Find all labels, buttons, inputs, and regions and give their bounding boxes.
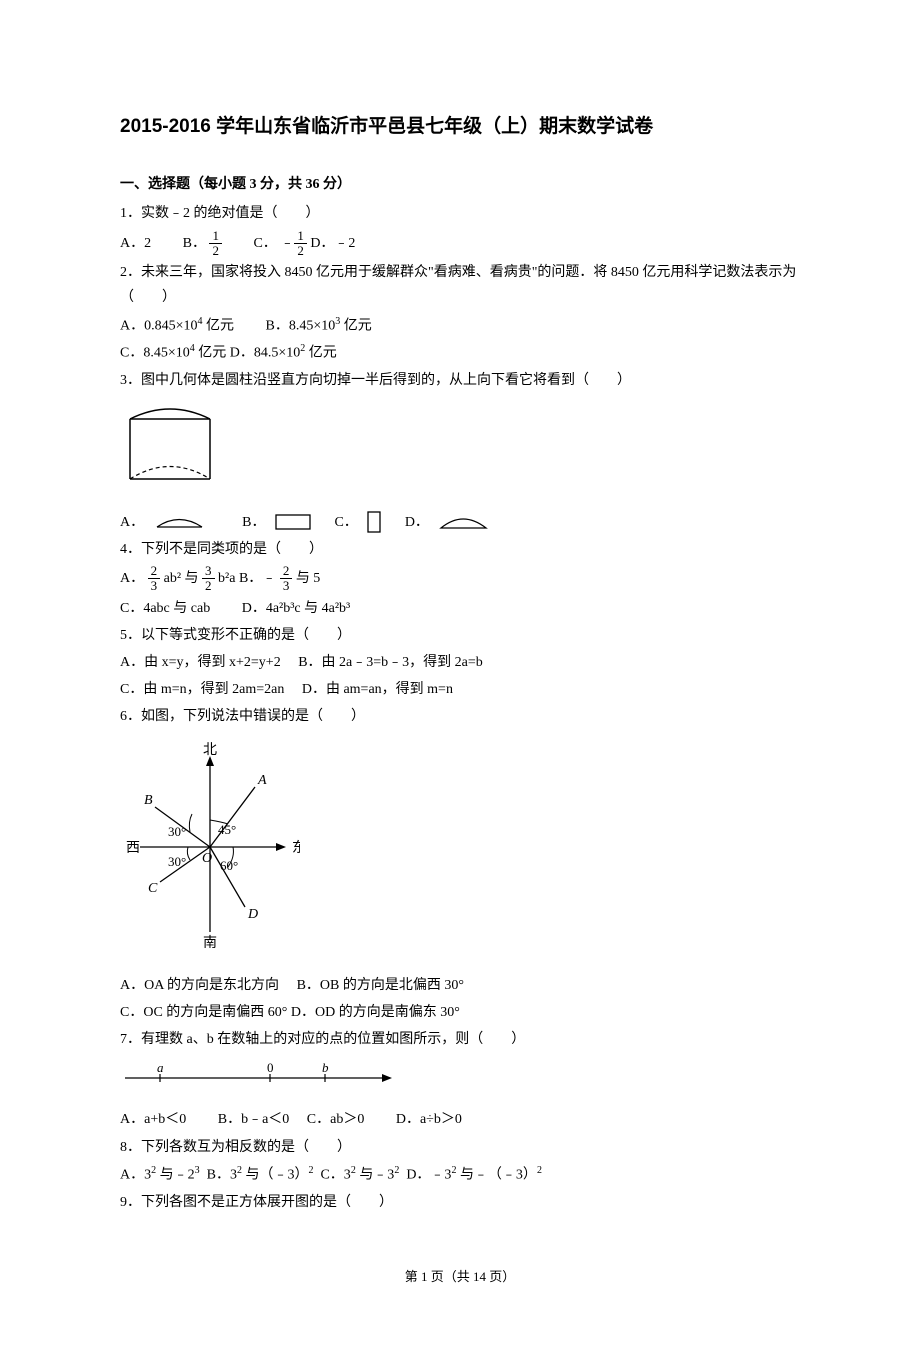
- q4-opt-a: A．: [120, 566, 144, 591]
- neg-sign: ﹣: [280, 231, 294, 256]
- question-6: 6．如图，下列说法中错误的是（ ）: [120, 704, 800, 729]
- q5-options-row2: C．由 m=n，得到 2am=2an D．由 am=an，得到 m=n: [120, 677, 800, 702]
- svg-text:30°: 30°: [168, 854, 186, 869]
- svg-text:O: O: [202, 851, 212, 866]
- q3-opt-d: D．: [405, 510, 429, 535]
- q5-opt-d: D．由 am=an，得到 m=n: [302, 677, 453, 702]
- q3-opt-a: A．: [120, 510, 144, 535]
- question-8: 8．下列各数互为相反数的是（ ）: [120, 1135, 800, 1160]
- svg-text:B: B: [144, 793, 153, 808]
- q3-options: A． B． C． D．: [120, 510, 800, 535]
- q2-options-row1: A．0.845×104 亿元 B．8.45×103 亿元: [120, 313, 800, 339]
- svg-text:A: A: [257, 773, 267, 788]
- semicircle-outline-icon: [152, 512, 207, 532]
- page-footer: 第 1 页（共 14 页）: [120, 1265, 800, 1288]
- svg-text:西: 西: [126, 841, 140, 856]
- svg-text:60°: 60°: [220, 858, 238, 873]
- question-2: 2．未来三年，国家将投入 8450 亿元用于缓解群众"看病难、看病贵"的问题．将…: [120, 260, 800, 310]
- question-9: 9．下列各图不是正方体展开图的是（ ）: [120, 1190, 800, 1215]
- q4-opt-a2: ab² 与: [164, 566, 199, 591]
- q6-opt-c: C．OC 的方向是南偏西 60°: [120, 1000, 287, 1025]
- svg-text:0: 0: [267, 1060, 274, 1075]
- q5-options-row1: A．由 x=y，得到 x+2=y+2 B．由 2a﹣3=b﹣3，得到 2a=b: [120, 650, 800, 675]
- q1-opt-d: D．﹣2: [310, 231, 355, 256]
- page-number: 第 1 页（共 14 页）: [405, 1269, 516, 1284]
- q4-opt-a3: b²a: [218, 566, 235, 591]
- fraction-icon: 23: [148, 564, 161, 594]
- q4-options-row2: C．4abc 与 cab D．4a²b³c 与 4a²b³: [120, 596, 800, 621]
- question-1: 1．实数﹣2 的绝对值是（ ）: [120, 201, 800, 226]
- fraction-icon: 12: [294, 229, 307, 259]
- q2-opt-a: A．0.845×104 亿元: [120, 313, 234, 339]
- q7-opt-a: A．a+b＜0: [120, 1107, 186, 1132]
- q1-options: A．2 B． 12 C． ﹣12 D．﹣2: [120, 229, 800, 259]
- q2-options-row2: C．8.45×104 亿元 D．84.5×102 亿元: [120, 340, 800, 366]
- q6-opt-d: D．OD 的方向是南偏东 30°: [291, 1000, 460, 1025]
- vertical-rectangle-icon: [365, 510, 383, 534]
- compass-diagram-icon: 北 南 东 西 A B C D O 30° 30° 45° 60°: [120, 742, 300, 952]
- svg-text:45°: 45°: [218, 822, 236, 837]
- section-heading: 一、选择题（每小题 3 分，共 36 分）: [120, 172, 800, 197]
- svg-text:南: 南: [203, 935, 217, 951]
- q4-opt-d: D．4a²b³c 与 4a²b³: [242, 596, 351, 621]
- svg-text:东: 东: [292, 840, 300, 856]
- q4-opt-c: C．4abc 与 cab: [120, 596, 210, 621]
- q4-opt-b: B．﹣: [239, 566, 276, 591]
- half-cylinder-icon: [120, 399, 220, 494]
- fraction-icon: 23: [280, 564, 293, 594]
- q3-figure: [120, 399, 800, 503]
- q7-opt-b: B．b﹣a＜0: [218, 1107, 290, 1132]
- q8-opt-d: D．﹣32 与﹣（﹣3）2: [406, 1162, 542, 1188]
- q8-opt-b: B．32 与（﹣3）2: [207, 1162, 314, 1188]
- svg-text:北: 北: [203, 742, 217, 758]
- q8-opt-c: C．32 与﹣32: [320, 1162, 399, 1188]
- svg-text:a: a: [157, 1060, 164, 1075]
- q3-opt-b: B．: [242, 510, 265, 535]
- q3-opt-c: C．: [334, 510, 357, 535]
- q6-options-row2: C．OC 的方向是南偏西 60° D．OD 的方向是南偏东 30°: [120, 1000, 800, 1025]
- svg-text:C: C: [148, 881, 158, 896]
- q1-opt-a: A．2: [120, 231, 151, 256]
- q1-opt-c: C．: [253, 231, 276, 256]
- q4-opt-b2: 与 5: [296, 566, 321, 591]
- question-5: 5．以下等式变形不正确的是（ ）: [120, 623, 800, 648]
- q7-options: A．a+b＜0 B．b﹣a＜0 C．ab＞0 D．a÷b＞0: [120, 1107, 800, 1132]
- svg-text:D: D: [247, 907, 258, 922]
- q5-opt-b: B．由 2a﹣3=b﹣3，得到 2a=b: [298, 650, 483, 675]
- svg-text:b: b: [322, 1060, 329, 1075]
- q2-opt-d: D．84.5×102 亿元: [230, 340, 337, 366]
- fraction-icon: 32: [202, 564, 215, 594]
- q6-opt-a: A．OA 的方向是东北方向: [120, 973, 279, 998]
- q4-options-row1: A． 23 ab² 与 32 b²a B．﹣ 23 与 5: [120, 564, 800, 594]
- number-line-icon: a 0 b: [120, 1060, 400, 1090]
- question-3: 3．图中几何体是圆柱沿竖直方向切掉一半后得到的，从上向下看它将看到（ ）: [120, 368, 800, 393]
- page-title: 2015-2016 学年山东省临沂市平邑县七年级（上）期末数学试卷: [120, 110, 800, 144]
- q7-opt-c: C．ab＞0: [307, 1107, 365, 1132]
- q2-opt-c: C．8.45×104 亿元: [120, 340, 226, 366]
- q8-opt-a: A．32 与﹣23: [120, 1162, 200, 1188]
- question-7: 7．有理数 a、b 在数轴上的对应的点的位置如图所示，则（ ）: [120, 1027, 800, 1052]
- rectangle-icon: [273, 512, 313, 532]
- q7-figure: a 0 b: [120, 1058, 800, 1101]
- q2-opt-b: B．8.45×103 亿元: [266, 313, 372, 339]
- q1-opt-b: B．: [183, 231, 206, 256]
- q6-figure: 北 南 东 西 A B C D O 30° 30° 45° 60°: [120, 736, 800, 967]
- q8-options: A．32 与﹣23 B．32 与（﹣3）2 C．32 与﹣32 D．﹣32 与﹣…: [120, 1162, 800, 1188]
- semicircle-filled-icon: [436, 512, 491, 532]
- svg-text:30°: 30°: [168, 824, 186, 839]
- fraction-icon: 12: [209, 229, 222, 259]
- q5-opt-c: C．由 m=n，得到 2am=2an: [120, 677, 284, 702]
- q7-opt-d: D．a÷b＞0: [396, 1107, 462, 1132]
- q6-opt-b: B．OB 的方向是北偏西 30°: [297, 973, 464, 998]
- q5-opt-a: A．由 x=y，得到 x+2=y+2: [120, 650, 281, 675]
- question-4: 4．下列不是同类项的是（ ）: [120, 537, 800, 562]
- q6-options-row1: A．OA 的方向是东北方向 B．OB 的方向是北偏西 30°: [120, 973, 800, 998]
